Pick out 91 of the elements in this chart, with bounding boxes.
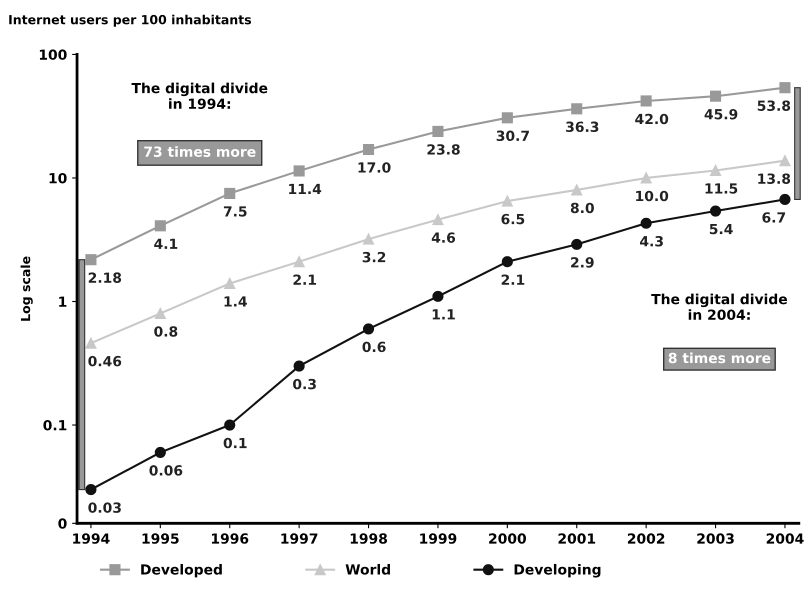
data-label: 0.8 — [154, 326, 178, 337]
data-label: 13.8 — [758, 173, 790, 184]
x-tick-label: 1995 — [142, 533, 179, 544]
data-label: 53.8 — [758, 100, 790, 111]
point — [779, 194, 791, 206]
point — [779, 155, 791, 166]
point — [571, 103, 582, 114]
data-label: 36.3 — [566, 122, 598, 132]
x-tick-label: 2000 — [489, 533, 526, 544]
data-label: 17.0 — [358, 162, 391, 173]
data-label: 1.1 — [432, 309, 455, 320]
x-tick-label: 1999 — [420, 533, 456, 544]
point — [85, 338, 96, 349]
point — [224, 188, 236, 199]
annotation: The digital divide in 2004: — [651, 294, 788, 320]
y-tick-label: 100 — [40, 49, 67, 60]
point — [432, 214, 444, 226]
point — [362, 234, 374, 245]
y-tick-label: 10 — [50, 172, 67, 184]
data-label: 10.0 — [636, 190, 668, 202]
legend-label: World — [346, 564, 390, 575]
data-label: 1.4 — [224, 296, 247, 306]
y-tick-label: 0.1 — [43, 420, 66, 430]
x-tick-label: 1998 — [350, 533, 388, 544]
point — [432, 126, 444, 138]
data-label: 45.9 — [704, 108, 738, 120]
legend-label: Developing — [514, 564, 600, 578]
point — [710, 205, 722, 217]
data-label: 11.4 — [289, 184, 322, 194]
point — [502, 256, 513, 268]
data-label: 0.3 — [293, 378, 316, 390]
data-label: 0.6 — [362, 342, 386, 352]
point — [640, 172, 652, 184]
point — [432, 290, 444, 302]
point — [710, 90, 722, 102]
point — [571, 184, 582, 196]
point — [294, 256, 305, 268]
x-tick-label: 1994 — [73, 533, 110, 544]
x-tick-label: 2004 — [766, 533, 804, 544]
legend-label: Developed — [141, 564, 222, 578]
point — [571, 238, 582, 250]
point — [224, 419, 236, 431]
data-label: 6.5 — [501, 214, 524, 224]
point — [154, 446, 166, 458]
point — [779, 82, 791, 94]
point — [502, 196, 513, 207]
x-tick-label: 2003 — [697, 533, 734, 544]
data-label: 2.1 — [502, 274, 524, 285]
data-label: 3.2 — [362, 252, 386, 262]
data-label: 2.1 — [293, 274, 316, 285]
y-axis-title: Log scale — [20, 256, 33, 321]
data-label: 6.7 — [762, 212, 786, 223]
x-tick-label: 2001 — [558, 533, 596, 544]
data-label: 2.9 — [571, 257, 594, 268]
point — [154, 308, 166, 320]
data-label: 42.0 — [635, 114, 668, 124]
point — [224, 278, 236, 289]
data-label: 23.8 — [427, 144, 460, 155]
x-tick-label: 1997 — [281, 533, 318, 544]
data-label: 4.1 — [154, 238, 178, 249]
point — [362, 323, 374, 334]
x-tick-label: 2002 — [628, 533, 664, 544]
data-label: 30.7 — [496, 130, 529, 142]
point — [85, 254, 96, 266]
point — [85, 484, 96, 496]
annotation: 73 times more — [144, 146, 256, 157]
chart-title: Internet users per 100 inhabitants — [9, 14, 252, 27]
data-label: 4.3 — [640, 236, 663, 246]
point — [294, 360, 305, 372]
data-label: 2.18 — [88, 272, 122, 283]
data-label: 11.5 — [706, 183, 738, 194]
data-label: 7.5 — [224, 206, 247, 217]
data-label: 5.4 — [710, 224, 733, 234]
data-label: 0.46 — [88, 356, 122, 366]
y-tick-label: 1 — [59, 296, 66, 307]
data-label: 4.6 — [432, 232, 456, 243]
point — [362, 144, 374, 156]
point — [640, 95, 652, 107]
annotation: The digital divide in 1994: — [132, 82, 268, 109]
point — [640, 218, 652, 229]
point — [502, 112, 513, 124]
data-label: 0.06 — [149, 465, 182, 476]
annotation: 8 times more — [668, 352, 770, 364]
data-label: 8.0 — [570, 202, 594, 214]
y-tick-label: 0 — [58, 518, 67, 529]
data-label: 0.03 — [88, 502, 121, 513]
data-label: 0.1 — [224, 438, 247, 448]
point — [710, 164, 722, 176]
point — [294, 165, 305, 176]
point — [154, 220, 166, 232]
x-tick-label: 1996 — [212, 533, 248, 544]
